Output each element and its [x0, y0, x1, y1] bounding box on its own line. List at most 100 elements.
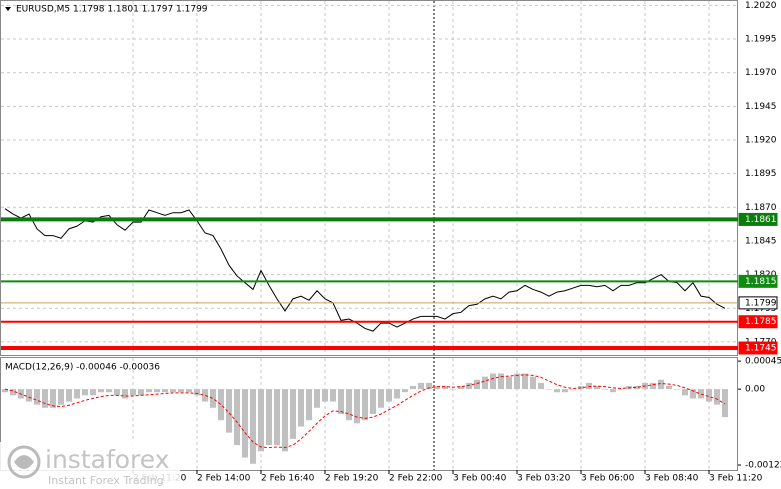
histogram-bar	[90, 389, 96, 396]
y-tick-label: 0.00045	[745, 357, 781, 367]
histogram-bar	[538, 382, 544, 390]
histogram-bar	[418, 382, 424, 390]
watermark-tagline: Instant Forex Trading	[48, 474, 164, 487]
histogram-bar	[706, 389, 712, 402]
y-tick-label: 1.1870	[745, 203, 777, 213]
histogram-bar	[522, 373, 528, 390]
price-panel	[0, 0, 738, 356]
histogram-bar	[410, 386, 416, 390]
histogram-bar	[2, 389, 8, 393]
histogram-bar	[306, 389, 312, 421]
histogram-bar	[226, 389, 232, 433]
x-tick-label: 2 Feb 19:20	[325, 474, 379, 484]
histogram-bar	[10, 389, 16, 396]
histogram-bar	[426, 382, 432, 390]
histogram-bar	[218, 389, 224, 421]
histogram-bar	[514, 373, 520, 390]
level-label: 1.1785	[745, 317, 777, 327]
histogram-bar	[66, 389, 72, 402]
x-tick-label: 3 Feb 11:20	[709, 474, 763, 484]
histogram-bar	[682, 389, 688, 396]
histogram-bar	[354, 389, 360, 424]
histogram-bar	[122, 389, 128, 399]
histogram-bar	[570, 389, 576, 390]
histogram-bar	[322, 389, 328, 402]
level-label-bg	[738, 341, 778, 355]
histogram-bar	[210, 389, 216, 408]
histogram-bar	[466, 382, 472, 390]
histogram-bar	[82, 389, 88, 396]
histogram-bar	[386, 389, 392, 402]
histogram-bar	[234, 389, 240, 446]
histogram-bar	[458, 386, 464, 390]
y-tick-label: 1.1895	[745, 169, 777, 179]
histogram-bar	[690, 389, 696, 399]
histogram-bar	[378, 389, 384, 408]
histogram-bar	[490, 373, 496, 390]
histogram-bar	[634, 386, 640, 390]
histogram-bar	[610, 389, 616, 393]
y-tick-label: 1.1970	[745, 68, 777, 78]
x-tick-label: 3 Feb 03:20	[517, 474, 571, 484]
x-tick-label: 3 Feb 08:40	[645, 474, 699, 484]
level-label-bg	[738, 274, 778, 288]
histogram-bar	[362, 389, 368, 421]
histogram-bar	[170, 389, 176, 393]
watermark-logo	[7, 445, 41, 479]
histogram-bar	[258, 389, 264, 452]
watermark: instaforex Instant Forex Trading	[0, 442, 180, 489]
histogram-bar	[314, 389, 320, 408]
histogram-bar	[242, 389, 248, 458]
histogram-bar	[370, 389, 376, 414]
histogram-bar	[434, 386, 440, 390]
histogram-bar	[546, 389, 552, 390]
macd-panel	[0, 357, 738, 471]
histogram-bar	[330, 389, 336, 402]
watermark-logo-mark	[14, 455, 34, 469]
signal-line	[4, 374, 726, 449]
chart-title: EURUSD,M5 1.1798 1.1801 1.1797 1.1799	[16, 5, 208, 15]
histogram-bar	[186, 389, 192, 393]
histogram-bar	[178, 389, 184, 393]
macd-title: MACD(12,26,9) -0.00046 -0.00036	[5, 363, 160, 373]
histogram-bar	[650, 382, 656, 390]
histogram-bar	[146, 389, 152, 393]
histogram-bar	[106, 389, 112, 393]
histogram-bar	[194, 389, 200, 396]
histogram-bar	[618, 389, 624, 390]
menu-arrow	[5, 7, 11, 11]
histogram-bar	[282, 389, 288, 452]
histogram-bar	[42, 389, 48, 408]
price-line	[4, 208, 726, 332]
y-tick-label: 1.1945	[745, 102, 777, 112]
y-tick-label: 1.1920	[745, 136, 777, 146]
histogram-bar	[530, 376, 536, 390]
histogram-bar	[250, 389, 256, 464]
y-tick-label: 0.00	[745, 385, 765, 395]
x-tick-label: 2 Feb 14:00	[197, 474, 251, 484]
histogram-bar	[162, 389, 168, 393]
histogram-bar	[58, 389, 64, 405]
histogram-bar	[346, 389, 352, 421]
histogram-bar	[498, 373, 504, 390]
level-label: 1.1745	[745, 344, 777, 354]
histogram-bar	[506, 376, 512, 390]
histogram-bar	[594, 386, 600, 390]
histogram-bar	[442, 386, 448, 390]
x-tick-label: 3 Feb 06:00	[581, 474, 635, 484]
y-tick-label: 1.1995	[745, 35, 777, 45]
histogram-bar	[98, 389, 104, 393]
watermark-brand: instaforex	[45, 445, 170, 474]
histogram-bar	[274, 389, 280, 446]
x-tick-label: 3 Feb 00:40	[453, 474, 507, 484]
histogram-bar	[402, 389, 408, 393]
histogram-bar	[290, 389, 296, 439]
level-label-bg	[738, 212, 778, 226]
histogram-bar	[338, 389, 344, 414]
level-label-bg	[738, 296, 778, 310]
y-tick-label: 1.2020	[745, 1, 777, 11]
histogram-bar	[394, 389, 400, 399]
histogram-bar	[34, 389, 40, 405]
level-label: 1.1815	[745, 277, 777, 287]
